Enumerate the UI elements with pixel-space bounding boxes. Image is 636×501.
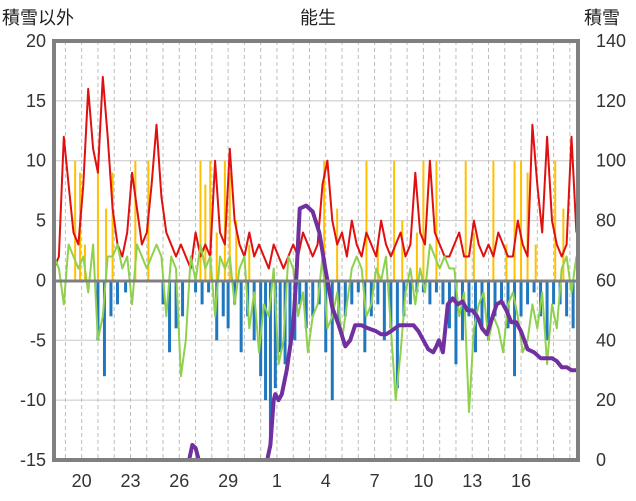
series-lines <box>53 75 578 462</box>
blue-bar <box>174 280 178 329</box>
blue-bar <box>441 280 445 305</box>
blue-bar <box>252 280 256 341</box>
left-tick-label: 10 <box>26 151 46 171</box>
right-tick-label: 80 <box>596 211 616 231</box>
blue-bar <box>513 280 517 377</box>
blue-bar <box>545 280 549 341</box>
blue-bar <box>161 280 165 305</box>
blue-bar <box>493 280 497 317</box>
chart-title: 能生 <box>300 8 336 28</box>
blue-bar <box>221 280 225 317</box>
x-tick-label: 4 <box>321 471 331 491</box>
blue-bar <box>102 280 106 377</box>
red-series-line <box>53 75 578 270</box>
blue-bar <box>389 280 393 329</box>
x-tick-label: 7 <box>370 471 380 491</box>
purple-series-line <box>54 203 577 462</box>
blue-bar <box>115 280 119 305</box>
left-axis-label: 積雪以外 <box>2 8 74 28</box>
blue-bar <box>500 280 504 305</box>
blue-bar <box>233 280 237 305</box>
blue-bar <box>207 280 211 293</box>
blue-bar <box>311 280 315 317</box>
x-tick-label: 20 <box>72 471 92 491</box>
right-tick-labels: 0 20 40 60 80 100 120 140 <box>596 31 626 470</box>
blue-bar <box>395 280 399 389</box>
left-tick-label: 5 <box>36 211 46 231</box>
blue-bar <box>454 280 458 365</box>
blue-bar <box>288 280 292 353</box>
blue-bar <box>460 280 464 341</box>
left-tick-label: -5 <box>30 330 46 350</box>
blue-bar <box>565 280 569 317</box>
blue-bar <box>298 280 302 305</box>
left-tick-label: 15 <box>26 91 46 111</box>
x-tick-label: 26 <box>169 471 189 491</box>
blue-bar <box>168 280 172 353</box>
x-tick-labels: 20 23 26 29 1 4 7 10 13 16 <box>72 471 531 491</box>
blue-bar <box>194 280 198 293</box>
x-tick-label: 1 <box>272 471 282 491</box>
blue-bar <box>571 280 575 329</box>
blue-bar <box>363 280 367 353</box>
blue-bar <box>215 280 219 341</box>
blue-bar <box>278 280 282 353</box>
right-tick-label: 40 <box>596 330 616 350</box>
blue-bar <box>467 280 471 317</box>
x-tick-label: 10 <box>413 471 433 491</box>
x-tick-label: 23 <box>120 471 140 491</box>
right-tick-label: 60 <box>596 270 616 290</box>
x-tick-label: 13 <box>462 471 482 491</box>
blue-bar <box>552 280 556 305</box>
blue-bar <box>408 280 412 305</box>
blue-bar <box>268 280 272 449</box>
blue-bar <box>239 280 243 353</box>
right-tick-label: 120 <box>596 91 626 111</box>
blue-bar <box>519 280 523 317</box>
right-tick-label: 100 <box>596 151 626 171</box>
blue-bar <box>96 280 100 341</box>
left-tick-labels: -15 -10 -5 0 5 10 15 20 <box>20 31 46 470</box>
blue-bar <box>428 280 432 305</box>
blue-bar <box>181 280 185 317</box>
right-tick-label: 140 <box>596 31 626 51</box>
blue-bar <box>526 280 530 305</box>
blue-bar <box>200 280 204 305</box>
blue-bar <box>264 280 268 401</box>
blue-bar <box>226 280 230 329</box>
blue-bar <box>343 280 347 317</box>
blue-bar <box>273 280 277 389</box>
right-tick-label: 20 <box>596 390 616 410</box>
green-series-line <box>53 243 578 414</box>
blue-bar <box>382 280 386 341</box>
blue-bar <box>480 280 484 329</box>
right-tick-label: 0 <box>596 450 606 470</box>
blue-bar <box>532 280 536 293</box>
x-tick-label: 16 <box>511 471 531 491</box>
blue-bar <box>124 280 128 293</box>
blue-bar <box>356 280 360 293</box>
left-tick-label: 20 <box>26 31 46 51</box>
blue-bar <box>486 280 490 341</box>
blue-bar <box>402 280 406 317</box>
right-axis-label: 積雪 <box>584 8 620 28</box>
blue-bar <box>434 280 438 293</box>
blue-bar <box>350 280 354 305</box>
blue-bar <box>330 280 334 401</box>
left-tick-label: -15 <box>20 450 46 470</box>
blue-bar <box>109 280 113 317</box>
left-tick-label: 0 <box>36 270 46 290</box>
blue-bar <box>376 280 380 305</box>
blue-bar <box>304 280 308 329</box>
left-tick-label: -10 <box>20 390 46 410</box>
x-tick-label: 29 <box>218 471 238 491</box>
plot-frame <box>52 39 580 462</box>
